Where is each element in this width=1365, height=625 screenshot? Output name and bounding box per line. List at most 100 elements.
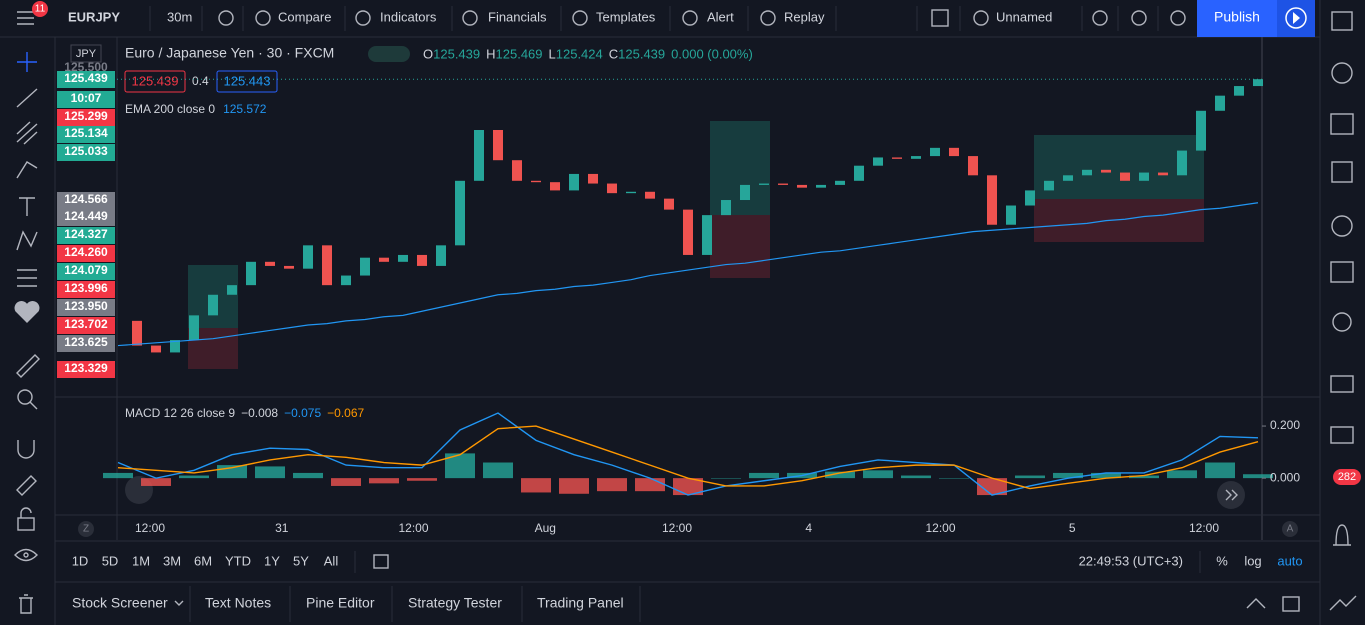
range-button[interactable]: 1D: [72, 553, 89, 568]
x-tick-label: 4: [805, 521, 812, 535]
publish-label[interactable]: Publish: [1214, 9, 1260, 25]
bottom-tab[interactable]: Pine Editor: [306, 595, 375, 611]
ask[interactable]: 125.443: [224, 73, 271, 88]
price-label: 125.299: [64, 109, 108, 123]
toolbar-indicators[interactable]: Indicators: [380, 9, 437, 24]
toolbar-alert[interactable]: Alert: [707, 9, 734, 24]
range-button[interactable]: 1Y: [264, 553, 280, 568]
macd-histogram-bar: [711, 478, 741, 479]
bottom-tab[interactable]: Text Notes: [205, 595, 271, 611]
price-label-box: [57, 317, 115, 334]
percent-toggle[interactable]: %: [1216, 553, 1228, 568]
toolbar-replay[interactable]: Replay: [784, 9, 825, 24]
candle: [341, 275, 351, 286]
candle: [1196, 110, 1206, 151]
candle: [284, 265, 294, 269]
bottom-tab[interactable]: Strategy Tester: [408, 595, 502, 611]
macd-histogram-bar: [483, 462, 513, 479]
spread: 0.4: [192, 74, 209, 88]
toolbar-icon: [682, 10, 698, 26]
price-label-box: [57, 245, 115, 262]
toolbar-compare[interactable]: Compare: [278, 9, 331, 24]
candle: [1063, 175, 1073, 181]
toolbar-icon: [1170, 10, 1186, 26]
price-label: 123.996: [64, 281, 108, 295]
collapse-icon[interactable]: [1246, 598, 1266, 609]
toolbar-icon: [462, 10, 478, 26]
toolbar-templates[interactable]: Templates: [596, 9, 656, 24]
toolbar-symbol[interactable]: EURJPY: [68, 9, 120, 24]
price-label: 124.449: [64, 209, 108, 223]
date-range-icon[interactable]: [373, 554, 389, 569]
range-button[interactable]: 5D: [102, 553, 119, 568]
candle: [1139, 172, 1149, 181]
toolbar-icon: [355, 10, 371, 26]
bid[interactable]: 125.439: [132, 73, 179, 88]
ohlc-label: H: [486, 46, 495, 61]
range-button[interactable]: 1M: [132, 553, 150, 568]
ohlc-value: 125.469: [496, 46, 543, 61]
candle: [1006, 205, 1016, 225]
candle: [987, 175, 997, 225]
range-button[interactable]: 6M: [194, 553, 212, 568]
candle: [1044, 180, 1054, 191]
candle: [398, 254, 408, 262]
price-label: 123.625: [64, 335, 108, 349]
candle: [531, 180, 541, 183]
candle: [1177, 150, 1187, 176]
publish-button[interactable]: [1197, 0, 1277, 37]
bottom-tab[interactable]: Stock Screener: [72, 595, 168, 611]
x-tick-label: Aug: [535, 521, 556, 535]
x-tick-label: 12:00: [1189, 521, 1219, 535]
candle: [189, 315, 199, 341]
menu-icon[interactable]: [17, 11, 34, 25]
candle: [322, 245, 332, 286]
price-label-box: [57, 281, 115, 298]
toolbar-icon: [255, 10, 271, 26]
macd-histogram-bar: [1053, 472, 1083, 479]
x-tick-label: 12:00: [398, 521, 428, 535]
macd-histogram-bar: [559, 478, 589, 494]
toolbar-layout[interactable]: Unnamed: [996, 9, 1052, 24]
macd-histogram-bar: [179, 475, 209, 479]
candle: [816, 184, 826, 188]
range-button[interactable]: YTD: [225, 553, 251, 568]
x-tick-label: 5: [1069, 521, 1076, 535]
toolbar-interval[interactable]: 30m: [167, 9, 192, 24]
toolbar-icon: [931, 9, 949, 27]
maximize-icon[interactable]: [1282, 596, 1300, 612]
price-label-box: [57, 126, 115, 143]
drawing-tools: [14, 52, 40, 614]
candle: [1215, 95, 1225, 111]
x-tick-label: 12:00: [135, 521, 165, 535]
candle: [550, 182, 560, 191]
price-label-box: [57, 335, 115, 352]
candle: [854, 165, 864, 181]
corner-button[interactable]: [1282, 521, 1298, 537]
macd-histogram-bar: [293, 472, 323, 479]
toolbar-financials[interactable]: Financials: [488, 9, 547, 24]
candle: [702, 215, 712, 255]
log-toggle[interactable]: log: [1244, 553, 1261, 568]
auto-toggle[interactable]: auto: [1277, 553, 1302, 568]
candle: [303, 245, 313, 269]
price-label: 123.329: [64, 361, 108, 375]
candle: [512, 160, 522, 181]
x-tick-label: 31: [275, 521, 289, 535]
price-label: 124.079: [64, 263, 108, 277]
range-button[interactable]: 5Y: [293, 553, 309, 568]
bottom-tab[interactable]: Trading Panel: [537, 595, 624, 611]
price-label: 124.327: [64, 227, 108, 241]
indicator-line: [117, 202, 1259, 347]
x-tick-label: 12:00: [662, 521, 692, 535]
candle: [379, 257, 389, 262]
candle: [759, 183, 769, 185]
corner-button[interactable]: [78, 521, 94, 537]
symbol-title: Euro / Japanese Yen · 30 · FXCM: [125, 45, 334, 61]
range-button[interactable]: 3M: [163, 553, 181, 568]
ohlc-value: 125.439: [618, 46, 665, 61]
range-button[interactable]: All: [324, 553, 339, 568]
candle: [417, 254, 427, 266]
macd-legend: MACD 12 26 close 9: [125, 406, 235, 420]
price-label-box: [57, 299, 115, 316]
